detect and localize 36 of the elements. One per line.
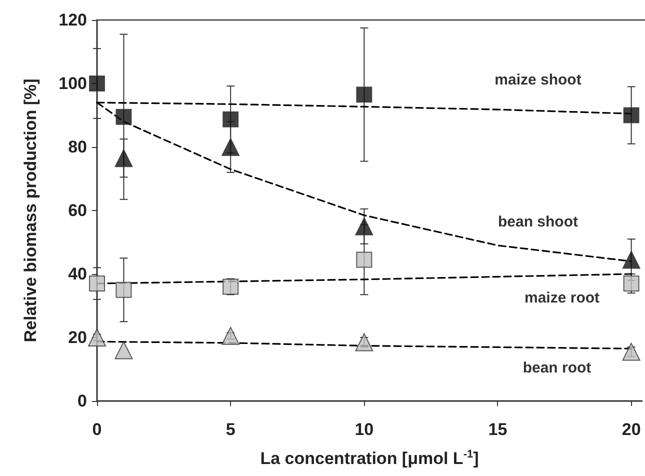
x-tick-label: 20 — [622, 420, 641, 439]
point — [88, 328, 106, 346]
annotation: maize root — [524, 290, 600, 306]
y-tick-label: 40 — [68, 264, 87, 284]
x-tick-label: 5 — [226, 420, 236, 439]
annotation: bean root — [522, 360, 592, 376]
annotation: bean shoot — [498, 214, 578, 230]
point — [114, 341, 133, 360]
point — [116, 282, 132, 298]
y-tick-label: 100 — [58, 74, 87, 93]
point — [355, 333, 374, 352]
point — [356, 86, 372, 103]
annotation: maize shoot — [494, 72, 582, 88]
point — [355, 217, 374, 236]
point — [114, 149, 133, 168]
x-tick-label: 0 — [92, 420, 102, 439]
x-tick-label: 15 — [488, 420, 508, 439]
y-tick-label: 80 — [68, 138, 87, 156]
point — [622, 250, 640, 269]
point — [116, 108, 132, 125]
point — [222, 111, 239, 128]
y-tick-label: 60 — [68, 201, 87, 220]
y-tick-label: 0 — [78, 392, 87, 410]
point — [622, 342, 640, 361]
point — [89, 76, 105, 92]
point — [222, 326, 240, 345]
point — [89, 276, 105, 292]
y-axis-title: Relative biomass production [%] — [21, 78, 40, 342]
point — [222, 138, 240, 156]
point — [623, 276, 640, 292]
point — [222, 278, 239, 295]
y-tick-label: 120 — [58, 10, 87, 30]
point — [356, 252, 372, 268]
y-tick-label: 20 — [68, 328, 87, 347]
x-tick-label: 10 — [354, 420, 374, 439]
point — [623, 107, 640, 124]
